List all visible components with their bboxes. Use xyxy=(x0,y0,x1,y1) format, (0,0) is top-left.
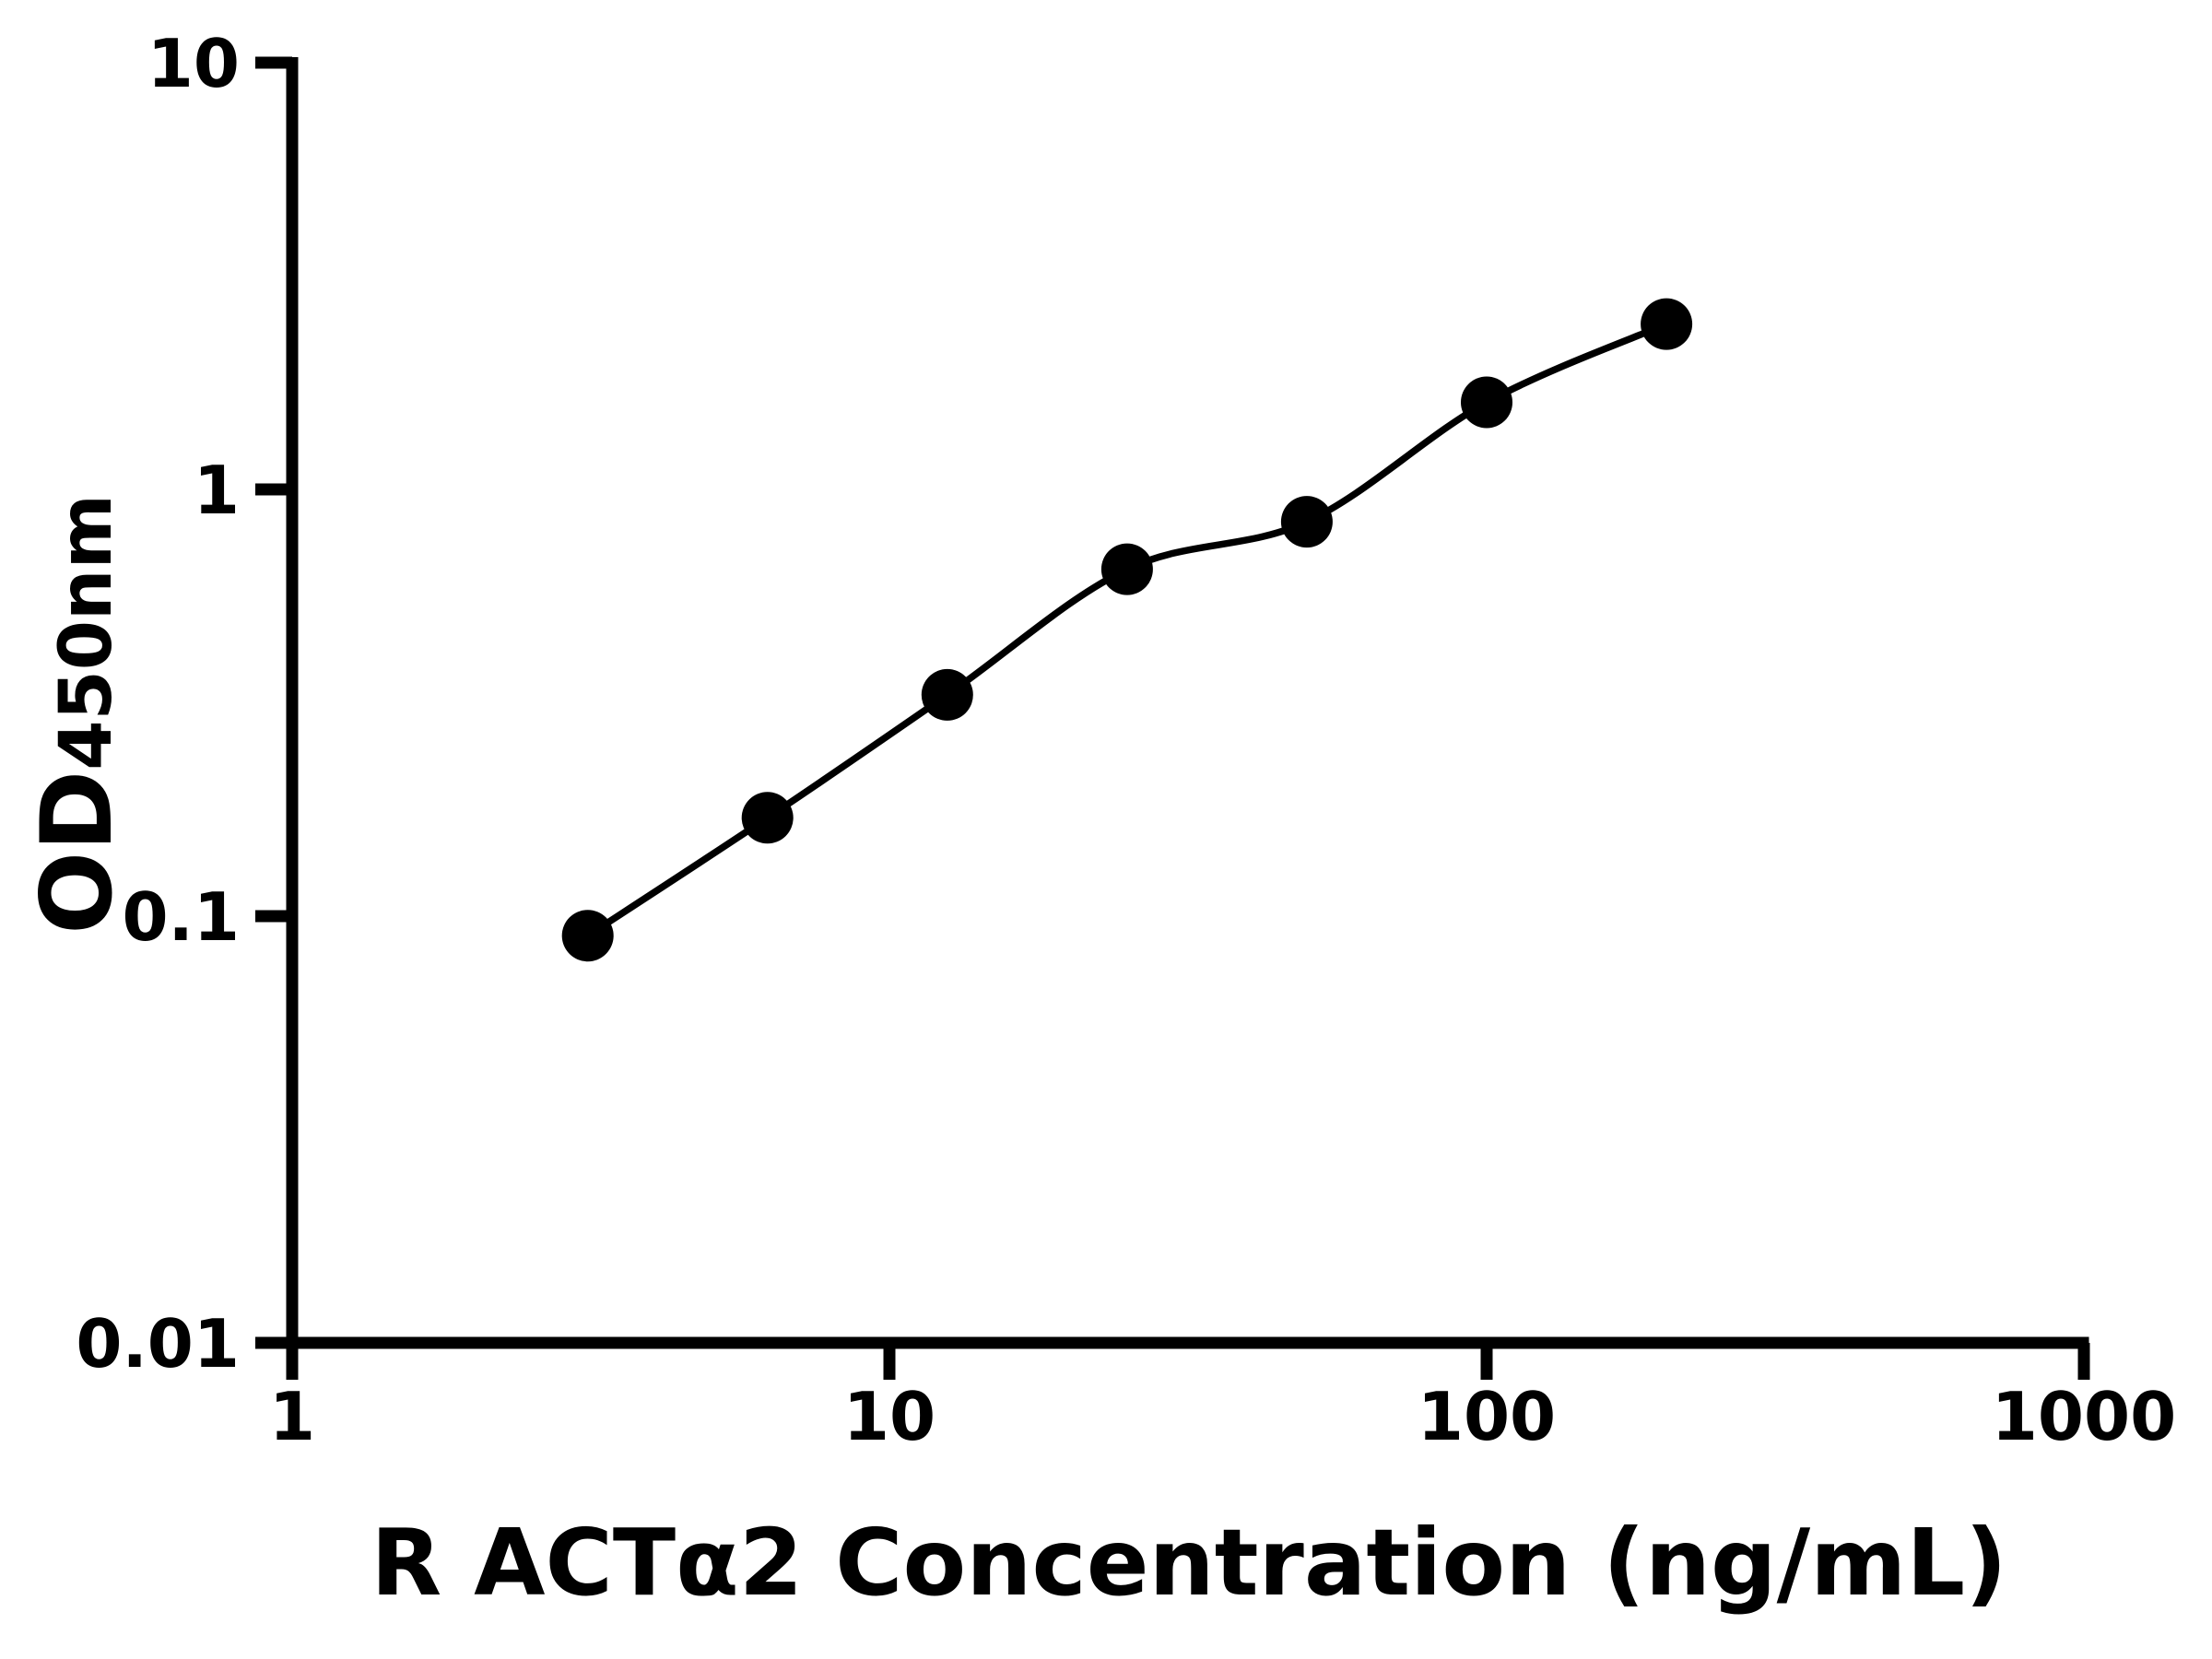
y-tick-label-10: 10 xyxy=(147,25,240,102)
y-tick-label-0.1: 0.1 xyxy=(122,878,240,956)
y-tick-label-1: 1 xyxy=(194,452,240,529)
x-tick-label-1: 1 xyxy=(269,1378,315,1455)
x-tick-label-10: 10 xyxy=(843,1378,935,1455)
data-point-3.125 xyxy=(561,910,614,962)
x-tick-label-1000: 1000 xyxy=(1992,1378,2176,1455)
data-point-200 xyxy=(1641,298,1693,350)
x-axis-title: R ACTα2 Concentration (ng/mL) xyxy=(371,1509,2007,1617)
data-point-6.25 xyxy=(741,792,794,844)
y-axis-title: OD450nm xyxy=(20,494,134,935)
data-point-100 xyxy=(1461,376,1512,429)
data-point-50 xyxy=(1280,496,1333,548)
y-axis-title-main: OD xyxy=(20,770,134,935)
x-tick-label-100: 100 xyxy=(1418,1378,1556,1455)
y-tick-label-0.01: 0.01 xyxy=(76,1305,240,1382)
data-point-25 xyxy=(1100,543,1153,595)
data-point-12.5 xyxy=(921,668,973,721)
y-axis-title-sub: 450nm xyxy=(45,494,128,771)
